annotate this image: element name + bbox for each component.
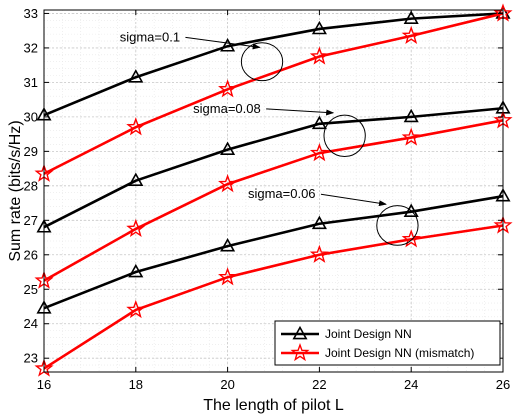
x-tick-label: 20 — [220, 377, 234, 392]
data-point-triangle — [311, 20, 327, 35]
annotation-sigma-2: sigma=0.08 — [193, 101, 366, 158]
annotation-sigma-1: sigma=0.1 — [120, 29, 284, 82]
data-point-star — [309, 244, 329, 263]
series-mismatch-sigma-0.1 — [34, 3, 513, 182]
data-point-star — [401, 127, 421, 146]
legend-entry: Joint Design NN — [281, 325, 412, 341]
y-tick-label: 28 — [24, 178, 38, 193]
x-tick-label: 18 — [129, 377, 143, 392]
series-line — [43, 194, 504, 310]
y-tick-label: 31 — [24, 75, 38, 90]
data-point-triangle — [311, 215, 327, 230]
annotation-ellipse — [376, 205, 419, 246]
data-point-star — [126, 117, 146, 136]
y-tick-label: 23 — [24, 351, 38, 366]
data-point-star — [218, 79, 238, 98]
series-line — [43, 12, 504, 175]
data-point-star — [218, 267, 238, 286]
x-tick-label: 26 — [496, 377, 510, 392]
data-point-triangle — [311, 115, 327, 130]
annotation-label: sigma=0.06 — [248, 186, 316, 201]
data-point-star — [309, 46, 329, 65]
annotation-arrow — [266, 108, 335, 116]
plot-area — [44, 10, 503, 372]
data-point-triangle — [403, 108, 419, 123]
y-tick-label: 30 — [24, 109, 38, 124]
series-joint-sigma-0.1 — [36, 5, 511, 121]
annotation-arrow — [320, 193, 387, 207]
data-point-star — [401, 25, 421, 44]
series-line — [43, 12, 504, 117]
annotation-arrow — [185, 36, 261, 50]
legend: Joint Design NN Joint Design NN (mismatch… — [274, 320, 501, 366]
legend-box — [274, 320, 501, 366]
data-point-triangle — [403, 203, 419, 218]
y-tick-label: 29 — [24, 144, 38, 159]
annotation-sigma-3: sigma=0.06 — [248, 186, 419, 246]
plot-frame — [43, 9, 504, 373]
annotation-layer: sigma=0.1 sigma=0.08 sigma=0.06 — [120, 29, 419, 246]
y-axis-label: Sum rate (bits/s/Hz) — [7, 120, 24, 261]
legend-entry: Joint Design NN (mismatch) — [281, 342, 474, 362]
legend-marker-star — [290, 342, 310, 362]
data-point-triangle — [128, 172, 144, 187]
legend-marker-triangle — [292, 325, 308, 340]
y-tick-label: 24 — [24, 316, 38, 331]
series-line — [43, 106, 504, 229]
y-tick-label: 26 — [24, 247, 38, 262]
annotation-label: sigma=0.08 — [193, 101, 261, 116]
y-tick-label: 32 — [24, 40, 38, 55]
data-point-triangle — [220, 141, 236, 155]
y-tick-label: 33 — [24, 6, 38, 21]
data-point-star — [218, 174, 238, 193]
legend-label: Joint Design NN (mismatch) — [325, 346, 474, 360]
legend-label: Joint Design NN — [325, 327, 412, 341]
x-tick-label: 22 — [312, 377, 326, 392]
annotation-label: sigma=0.1 — [120, 29, 180, 44]
data-point-star — [126, 218, 146, 238]
x-tick-label: 16 — [37, 377, 51, 392]
series-line — [43, 224, 504, 370]
series-layer — [34, 3, 513, 377]
tick-layer: 16 18 20 22 24 26 23 24 25 26 27 28 29 30 31 32 33 — [24, 6, 511, 392]
data-point-star — [126, 299, 146, 319]
grid — [43, 10, 504, 373]
x-tick-label: 24 — [404, 377, 418, 392]
y-tick-label: 27 — [24, 213, 38, 228]
annotation-ellipse — [240, 42, 284, 82]
annotation-ellipse — [323, 114, 366, 158]
y-tick-label: 25 — [24, 282, 38, 297]
x-axis-label: The length of pilot L — [203, 397, 344, 414]
data-point-triangle — [403, 10, 419, 24]
series-line — [43, 119, 504, 282]
data-point-star — [309, 143, 329, 162]
data-point-triangle — [220, 238, 236, 252]
data-point-triangle — [220, 38, 236, 52]
data-point-triangle — [128, 263, 144, 278]
data-point-star — [401, 229, 421, 248]
data-point-triangle — [128, 69, 144, 83]
